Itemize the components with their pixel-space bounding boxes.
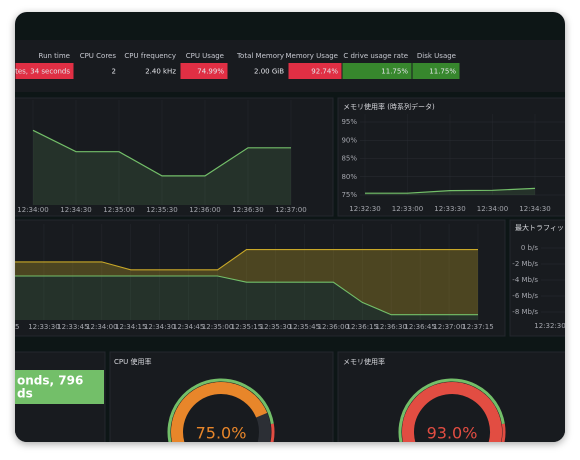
y-tick-label: 95%	[341, 118, 357, 126]
column-header: Disk Usage	[417, 52, 456, 60]
x-tick-label: 12:36:30	[375, 323, 406, 331]
column-header: CPU Usage	[186, 52, 224, 60]
gauge-arc	[171, 382, 268, 442]
x-tick-label: 12:34:30	[60, 206, 91, 214]
x-tick-label: 12:36:45	[404, 323, 435, 331]
table-cell	[228, 63, 288, 79]
x-tick-label: 12:35:30	[260, 323, 291, 331]
y-tick-label: 85%	[341, 155, 357, 163]
area-fill	[15, 276, 478, 320]
table-cell	[74, 63, 120, 79]
panel	[509, 219, 565, 337]
x-tick-label: 12:33:30	[28, 323, 59, 331]
x-tick-label: 12:35:45	[289, 323, 320, 331]
x-tick-label: 15	[11, 323, 20, 331]
table-value: nutes, 34 seconds	[6, 68, 70, 76]
column-header: CPU frequency	[124, 52, 176, 60]
line	[32, 129, 291, 177]
stat-text: ds	[17, 387, 33, 401]
gauge-value: 93.0%	[427, 424, 478, 443]
x-tick-label: 12:35:15	[231, 323, 262, 331]
y-tick-label: -8 Mb/s	[512, 308, 538, 316]
x-tick-label: 12:37:00	[433, 323, 464, 331]
stat-text: onds, 796	[17, 374, 83, 388]
table-cell	[412, 63, 460, 79]
table-value: 92.74%	[311, 68, 338, 76]
x-tick-label: 12:36:00	[189, 206, 220, 214]
x-tick-label: 12:35:30	[146, 206, 177, 214]
x-tick-label: 12:34:30	[519, 205, 550, 213]
table-value: 11.75%	[381, 68, 408, 76]
area-fill	[33, 130, 291, 205]
x-tick-label: 12:32:30	[349, 205, 380, 213]
line	[365, 187, 536, 194]
column-header: C drive usage rate	[343, 52, 408, 60]
threshold-ring	[256, 423, 275, 442]
panel	[15, 97, 334, 217]
threshold-ring	[487, 423, 506, 442]
table-value: 11.75%	[429, 68, 456, 76]
table-cell	[342, 63, 412, 79]
x-tick-label: 12:35:00	[202, 323, 233, 331]
x-tick-label: 12:37:00	[275, 206, 306, 214]
x-tick-label: 12:37:15	[462, 323, 493, 331]
table-value: 2	[112, 68, 116, 76]
panel	[337, 97, 565, 217]
y-tick-label: 90%	[341, 136, 357, 144]
table-value: 74.99%	[197, 68, 224, 76]
column-header: Memory Usage	[285, 52, 338, 60]
column-header: Total Memory	[236, 52, 284, 60]
x-tick-label: 12:32:30	[534, 322, 565, 330]
threshold-ring	[398, 378, 505, 442]
y-tick-label: -2 Mb/s	[512, 260, 538, 268]
x-tick-label: 12:33:30	[434, 205, 465, 213]
panel-title: メモリ使用率	[343, 357, 385, 366]
x-tick-label: 12:34:00	[86, 323, 117, 331]
x-tick-label: 12:34:30	[144, 323, 175, 331]
threshold-ring	[167, 378, 274, 442]
panel-title: メモリ使用率 (時系列データ)	[343, 102, 435, 111]
x-tick-label: 12:36:15	[347, 323, 378, 331]
x-tick-label: 12:35:00	[103, 206, 134, 214]
table-cell	[15, 63, 74, 79]
table-cell	[120, 63, 180, 79]
gauge-value: 75.0%	[196, 424, 247, 443]
line	[15, 249, 478, 271]
y-tick-label: 0 b/s	[521, 244, 538, 252]
gauge-arc	[402, 382, 502, 442]
stat-background	[15, 370, 104, 404]
x-tick-label: 12:33:00	[392, 205, 423, 213]
column-header: Run time	[39, 52, 70, 60]
table-cell	[288, 63, 342, 79]
panel	[15, 219, 506, 337]
y-tick-label: 80%	[341, 173, 357, 181]
x-tick-label: 12:34:45	[173, 323, 204, 331]
x-tick-label: 12:34:15	[115, 323, 146, 331]
x-tick-label: 12:33:45	[57, 323, 88, 331]
dashboard: メモリ使用率 (時系列データ) 最大トラフィッ CPU 使用率 メモリ使用率 R…	[6, 40, 565, 443]
panel-title: CPU 使用率	[114, 357, 151, 366]
panel	[337, 351, 565, 442]
panel-title: 最大トラフィッ	[515, 223, 564, 232]
x-tick-label: 12:36:30	[232, 206, 263, 214]
panel	[109, 351, 334, 442]
x-tick-label: 12:36:00	[318, 323, 349, 331]
table-value: 2.00 GiB	[254, 68, 284, 76]
table-cell	[180, 63, 228, 79]
y-tick-label: 75%	[341, 191, 357, 199]
line	[15, 275, 478, 316]
x-tick-label: 12:34:00	[477, 205, 508, 213]
column-header: CPU Cores	[80, 52, 117, 60]
table-value: 2.40 kHz	[145, 68, 176, 76]
x-tick-label: 12:34:00	[17, 206, 48, 214]
y-tick-label: -4 Mb/s	[512, 276, 538, 284]
y-tick-label: -6 Mb/s	[512, 292, 538, 300]
